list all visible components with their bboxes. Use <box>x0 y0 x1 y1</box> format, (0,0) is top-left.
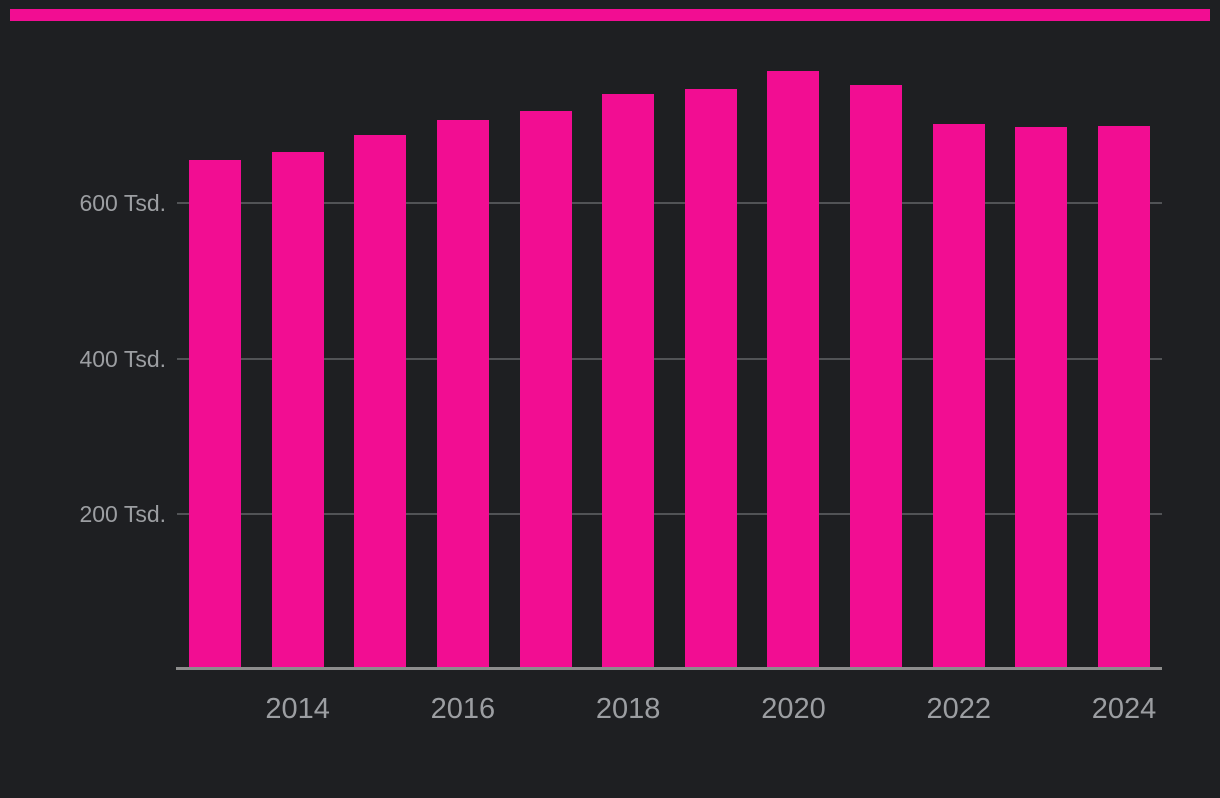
x-axis-tick-label-2016: 2016 <box>430 693 496 725</box>
bar-2015[interactable] <box>354 134 407 668</box>
brand-accent-bar <box>10 9 1210 21</box>
bar-2013[interactable] <box>189 160 241 668</box>
x-axis-tick-label-2018: 2018 <box>595 693 661 725</box>
y-axis-tick-label: 600 Tsd. <box>79 190 166 216</box>
x-axis-tick-label-2024: 2024 <box>1091 693 1157 725</box>
bar-2024[interactable] <box>1098 126 1151 668</box>
x-axis-tick-label-2020: 2020 <box>761 693 826 725</box>
bar-2020[interactable] <box>767 70 820 668</box>
bar-2014[interactable] <box>271 152 324 668</box>
bar-2019[interactable] <box>684 88 737 668</box>
x-axis-tick-label-2022: 2022 <box>926 693 991 725</box>
bar-2016[interactable] <box>436 119 489 668</box>
bar-2022[interactable] <box>932 123 985 668</box>
bar-2017[interactable] <box>519 111 572 668</box>
y-axis-tick-label: 400 Tsd. <box>79 345 166 372</box>
bar-2023[interactable] <box>1015 126 1068 668</box>
gridline-600 <box>177 202 1162 204</box>
x-axis-tick-label-2014: 2014 <box>265 693 330 725</box>
gridline-200 <box>177 513 1162 515</box>
y-axis-tick-label: 200 Tsd. <box>79 501 166 527</box>
bar-2018[interactable] <box>602 94 655 668</box>
bar-2021[interactable] <box>850 84 903 668</box>
gridline-400 <box>177 357 1162 360</box>
x-axis-line <box>176 667 1162 670</box>
